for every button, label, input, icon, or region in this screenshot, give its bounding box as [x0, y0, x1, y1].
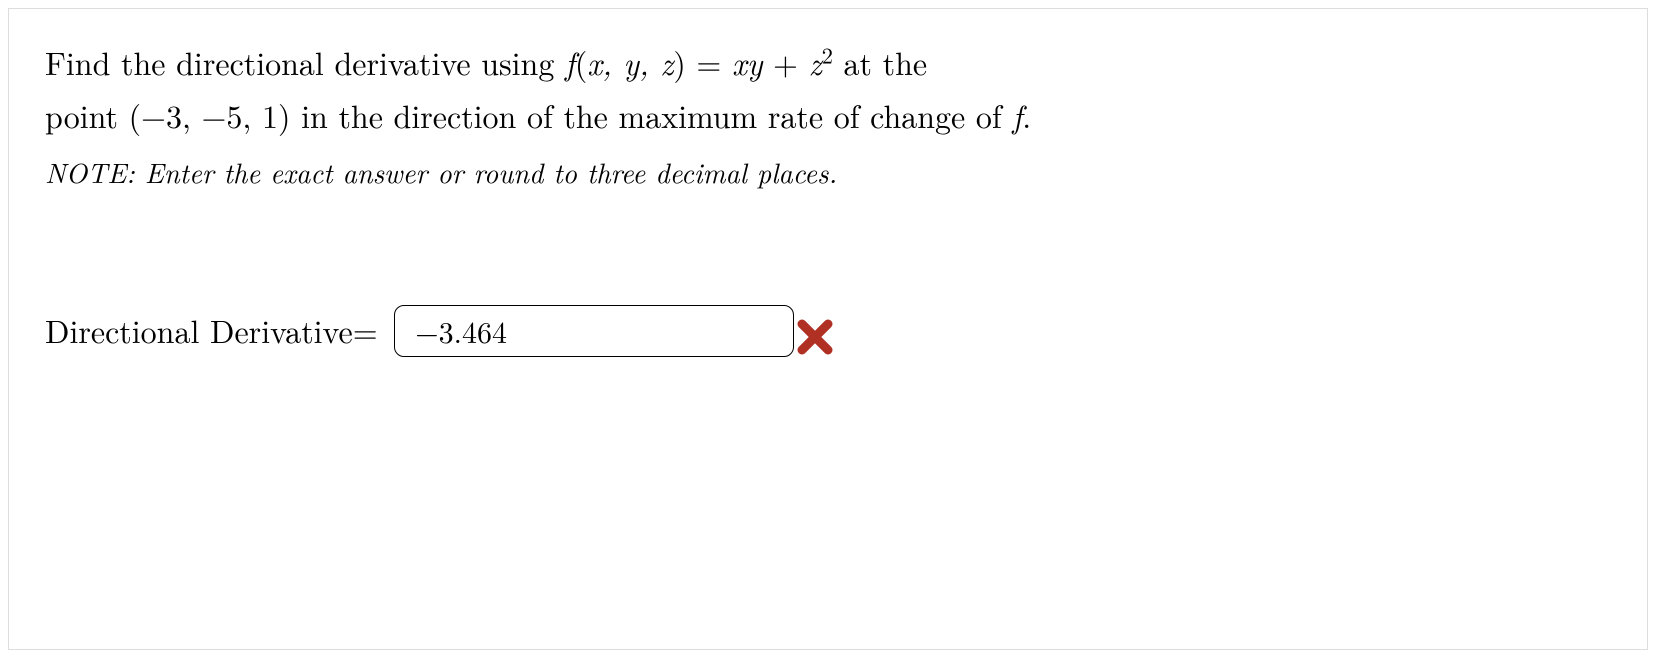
- q-line2-suffix: .: [1022, 93, 1031, 138]
- question-text: Find the directional derivative using f(…: [45, 37, 1611, 195]
- q-point-z: 1: [262, 93, 278, 138]
- answer-row: Directional Derivative= −3.464: [45, 305, 1611, 357]
- question-line-1: Find the directional derivative using f(…: [45, 37, 1611, 90]
- q-point-x: −3: [141, 93, 182, 138]
- q-rhs-z: z: [809, 40, 822, 85]
- q-rhs-xy: xy: [732, 40, 762, 85]
- question-line-2: point (−3, −5, 1) in the direction of th…: [45, 90, 1611, 143]
- q-point-y: −5: [202, 93, 243, 138]
- q-text-1-suffix: at the: [833, 40, 927, 85]
- q-point-sep1: ,: [182, 93, 202, 138]
- q-point-sep2: ,: [242, 93, 262, 138]
- q-func-open: (: [575, 40, 587, 85]
- q-line2-fvar: f: [1012, 93, 1022, 138]
- q-text-1: Find the directional derivative using: [45, 40, 565, 85]
- q-func-f: f: [565, 40, 575, 85]
- q-line2-mid: ) in the direction of the maximum rate o…: [278, 93, 1012, 138]
- q-line2-prefix: point (: [45, 93, 141, 138]
- answer-label: Directional Derivative=: [45, 308, 388, 353]
- q-func-vars: x, y, z: [587, 40, 673, 85]
- question-note: NOTE: Enter the exact answer or round to…: [45, 149, 1611, 195]
- q-rhs-plus: +: [762, 40, 808, 85]
- q-func-close: ) =: [673, 40, 732, 85]
- answer-input[interactable]: −3.464: [394, 305, 794, 357]
- incorrect-icon: [794, 316, 836, 358]
- problem-container: Find the directional derivative using f(…: [8, 8, 1648, 650]
- q-rhs-exp: 2: [822, 39, 833, 70]
